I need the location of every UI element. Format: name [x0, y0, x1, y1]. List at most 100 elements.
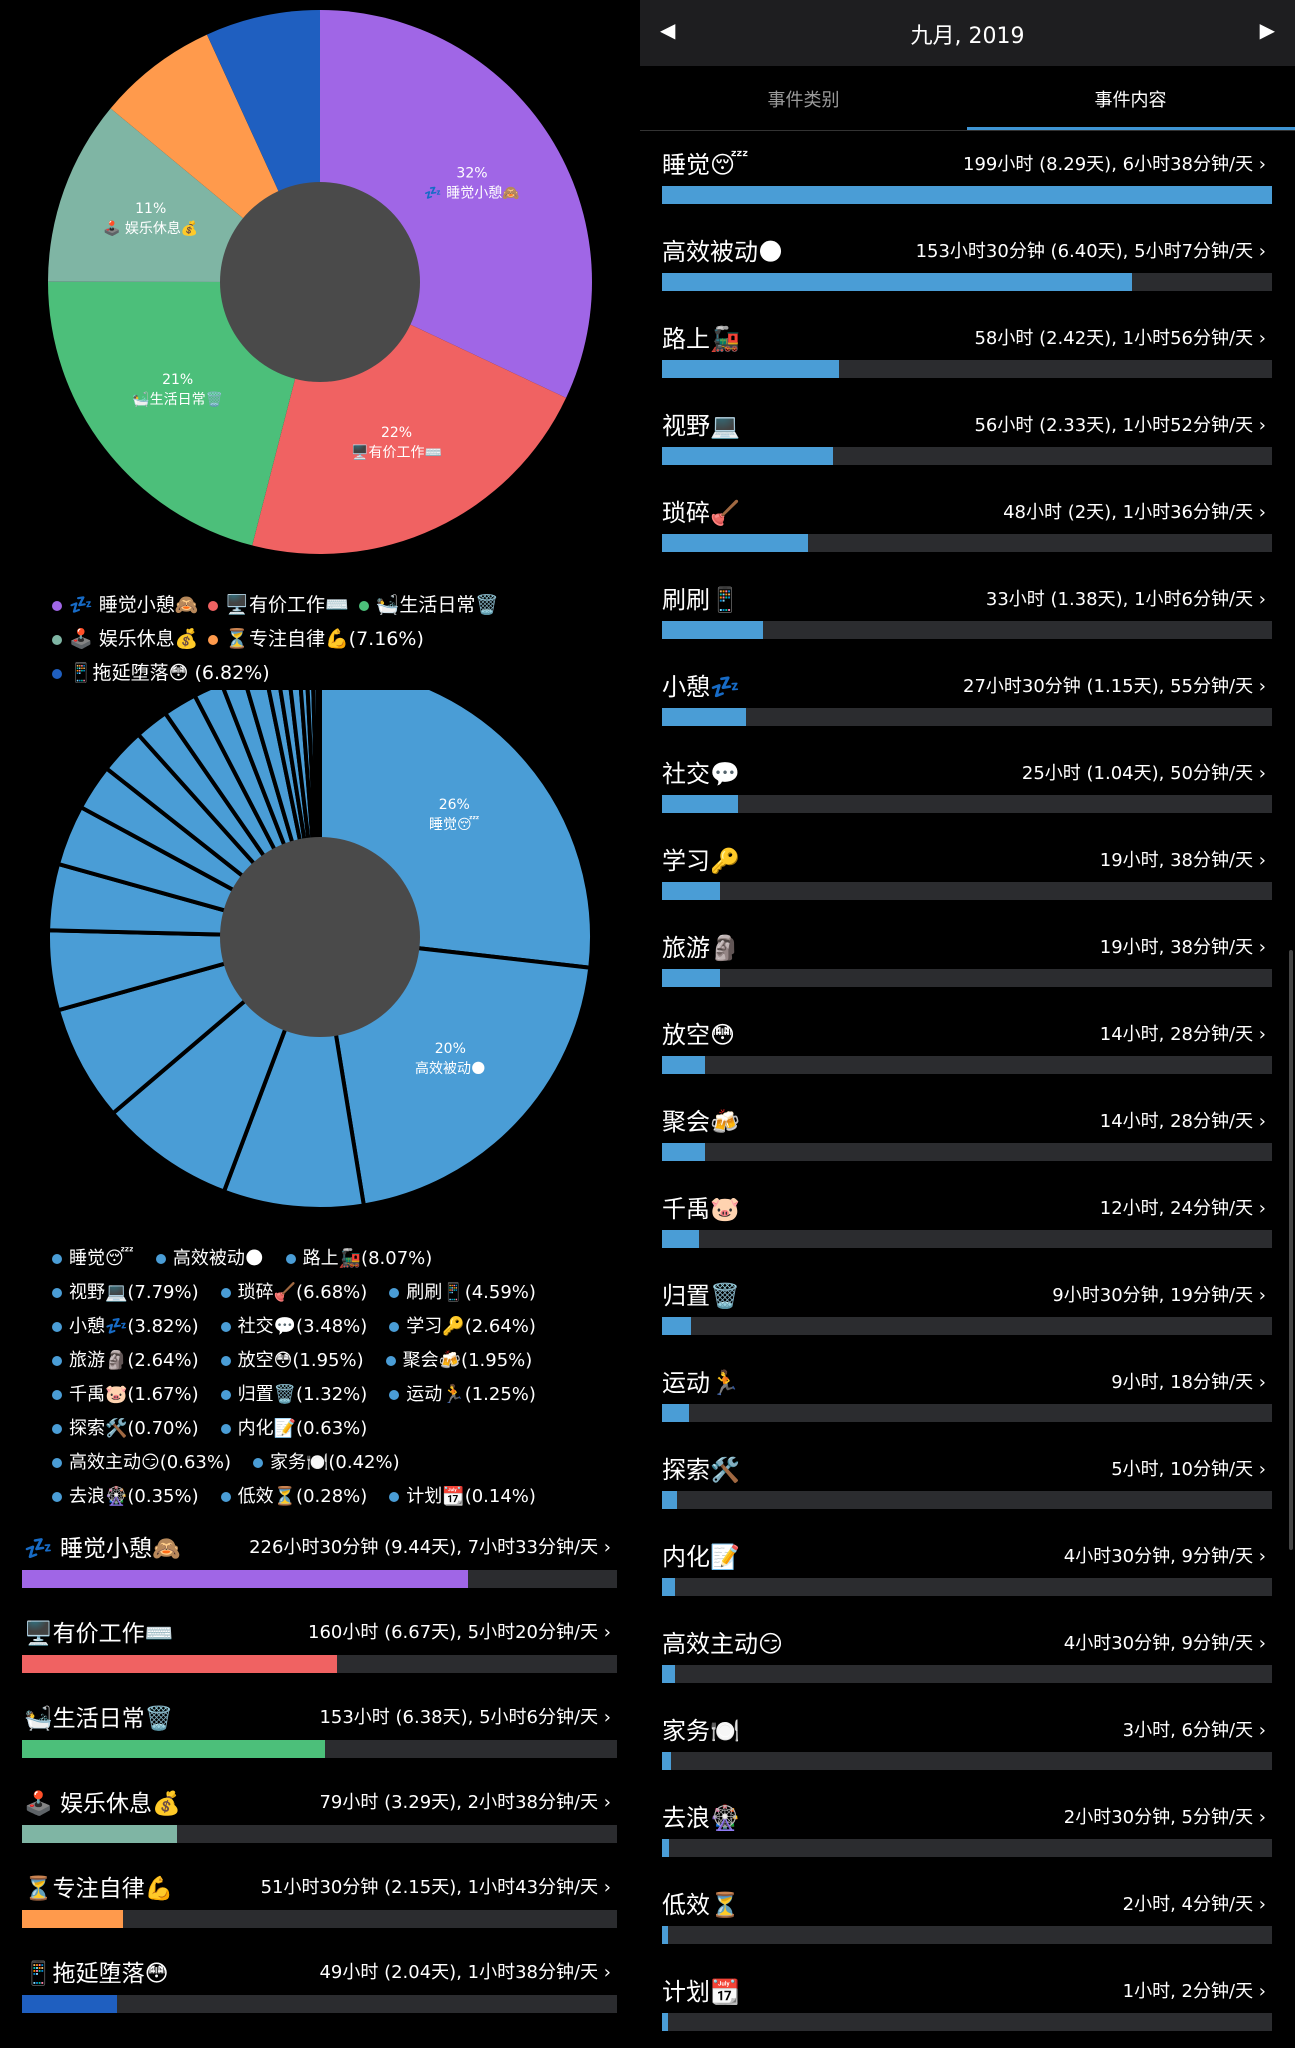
event-duration: 58小时 (2.42天), 1小时56分钟/天 ›	[974, 328, 1266, 349]
legend-item: 琐碎🪠(6.68%)	[220, 1276, 367, 1310]
slice-name-label: 🖥️有价工作⌨️	[351, 444, 442, 461]
progress-track	[662, 795, 1272, 813]
pie-hole	[220, 837, 420, 1037]
progress-track	[662, 621, 1272, 639]
event-duration: 5小时, 10分钟/天 ›	[1111, 1459, 1266, 1480]
event-duration: 14小时, 28分钟/天 ›	[1099, 1111, 1266, 1132]
legend-dot	[52, 1356, 62, 1366]
legend-item: ⏳专注自律💪(7.16%)	[208, 622, 424, 656]
legend-label: 旅游🗿(2.64%)	[69, 1350, 199, 1371]
event-duration: 25小时 (1.04天), 50分钟/天 ›	[1021, 763, 1266, 784]
legend-item: 计划📆(0.14%)	[389, 1480, 536, 1514]
progress-track	[662, 273, 1272, 291]
event-name: 小憩💤	[662, 673, 740, 701]
legend-item: 放空😳(1.95%)	[220, 1344, 364, 1378]
event-row[interactable]: 归置🗑️ 9小时30分钟, 19分钟/天 ›	[662, 1261, 1272, 1348]
legend-label: 💤 睡觉小憩🙈	[69, 594, 199, 616]
event-pie-chart: 26% 睡觉😴 20% 高效被动🌑	[46, 690, 594, 1211]
progress-track	[22, 1570, 617, 1588]
event-row[interactable]: 刷刷📱 33小时 (1.38天), 1小时6分钟/天 ›	[662, 565, 1272, 652]
event-name: 千禹🐷	[662, 1195, 740, 1223]
event-name: 视野💻	[662, 412, 740, 440]
legend-item: 路上🚂(8.07%)	[285, 1242, 433, 1276]
event-row[interactable]: 去浪🎡 2小时30分钟, 5分钟/天 ›	[662, 1783, 1272, 1870]
legend-dot	[253, 1458, 263, 1468]
event-duration: 4小时30分钟, 9分钟/天 ›	[1063, 1633, 1266, 1654]
next-month-button[interactable]: ▶	[1259, 18, 1275, 42]
category-row[interactable]: 💤 睡觉小憩🙈 226小时30分钟 (9.44天), 7小时33分钟/天 ›	[22, 1515, 617, 1600]
slice-name-label: 💤 睡觉小憩🙈	[424, 185, 520, 202]
event-row[interactable]: 学习🔑 19小时, 38分钟/天 ›	[662, 826, 1272, 913]
category-row[interactable]: ⏳专注自律💪 51小时30分钟 (2.15天), 1小时43分钟/天 ›	[22, 1855, 617, 1940]
event-name: 归置🗑️	[662, 1282, 740, 1310]
category-pie-chart: 32% 💤 睡觉小憩🙈 22% 🖥️有价工作⌨️ 21% 🛀生活日常🗑️ 11% 🕹️ 娱乐休…	[48, 10, 592, 554]
progress-fill	[662, 1665, 676, 1683]
event-name: 去浪🎡	[662, 1804, 740, 1832]
prev-month-button[interactable]: ◀	[660, 18, 676, 42]
tab-event-content[interactable]: 事件内容	[1094, 90, 1167, 111]
event-row[interactable]: 运动🏃 9小时, 18分钟/天 ›	[662, 1348, 1272, 1435]
event-row[interactable]: 聚会🍻 14小时, 28分钟/天 ›	[662, 1087, 1272, 1174]
legend-item: 运动🏃(1.25%)	[389, 1378, 536, 1412]
progress-fill	[662, 1578, 676, 1596]
event-row[interactable]: 琐碎🪠 48小时 (2天), 1小时36分钟/天 ›	[662, 478, 1272, 565]
legend-item: 聚会🍻(1.95%)	[385, 1344, 532, 1378]
progress-fill	[662, 708, 747, 726]
progress-track	[662, 1752, 1272, 1770]
event-duration: 153小时30分钟 (6.40天), 5小时7分钟/天 ›	[915, 241, 1266, 262]
event-row[interactable]: 高效被动🌑 153小时30分钟 (6.40天), 5小时7分钟/天 ›	[662, 217, 1272, 304]
category-row[interactable]: 🖥️有价工作⌨️ 160小时 (6.67天), 5小时20分钟/天 ›	[22, 1600, 617, 1685]
legend-dot	[385, 1356, 396, 1366]
event-row[interactable]: 放空😳 14小时, 28分钟/天 ›	[662, 1000, 1272, 1087]
event-row[interactable]: 路上🚂 58小时 (2.42天), 1小时56分钟/天 ›	[662, 304, 1272, 391]
legend-dot	[52, 1288, 62, 1298]
pie-slice[interactable]	[315, 690, 322, 938]
category-name: 📱拖延堕落😳	[24, 1961, 169, 1987]
legend-dot	[389, 1492, 400, 1502]
progress-track	[662, 1578, 1272, 1596]
legend-dot	[52, 1424, 62, 1434]
event-row[interactable]: 高效主动😏 4小时30分钟, 9分钟/天 ›	[662, 1609, 1272, 1696]
legend-item: 千禹🐷(1.67%)	[52, 1378, 199, 1412]
category-row[interactable]: 📱拖延堕落😳 49小时 (2.04天), 1小时38分钟/天 ›	[22, 1940, 617, 2025]
legend-label: 去浪🎡(0.35%)	[69, 1486, 199, 1507]
category-row[interactable]: 🛀生活日常🗑️ 153小时 (6.38天), 5小时6分钟/天 ›	[22, 1685, 617, 1770]
progress-track	[662, 1491, 1272, 1509]
progress-fill	[662, 882, 720, 900]
category-duration: 51小时30分钟 (2.15天), 1小时43分钟/天 ›	[260, 1877, 611, 1898]
legend-item: 高效被动🌑	[155, 1242, 264, 1276]
event-row[interactable]: 社交💬 25小时 (1.04天), 50分钟/天 ›	[662, 739, 1272, 826]
scrollbar[interactable]	[1289, 950, 1293, 1550]
event-legend: 睡觉😴 高效被动🌑 路上🚂(8.07%) 视野💻(7.79%) 琐碎🪠(6.68%) 刷刷…	[52, 1242, 612, 1514]
slice-name-label: 睡觉😴	[429, 816, 479, 833]
event-row[interactable]: 低效⏳ 2小时, 4分钟/天 ›	[662, 1870, 1272, 1957]
event-name: 睡觉😴	[662, 151, 749, 179]
category-row[interactable]: 🕹️ 娱乐休息💰 79小时 (3.29天), 2小时38分钟/天 ›	[22, 1770, 617, 1855]
legend-label: 📱拖延堕落😳 (6.82%)	[69, 662, 270, 684]
legend-label: 社交💬(3.48%)	[237, 1316, 368, 1337]
legend-row: 睡觉😴 高效被动🌑 路上🚂(8.07%)	[52, 1242, 612, 1276]
progress-fill	[662, 969, 720, 987]
tab-event-category[interactable]: 事件类别	[767, 90, 840, 111]
event-row[interactable]: 内化📝 4小时30分钟, 9分钟/天 ›	[662, 1522, 1272, 1609]
event-row[interactable]: 千禹🐷 12小时, 24分钟/天 ›	[662, 1174, 1272, 1261]
event-name: 聚会🍻	[662, 1108, 740, 1136]
event-row[interactable]: 视野💻 56小时 (2.33天), 1小时52分钟/天 ›	[662, 391, 1272, 478]
progress-fill	[22, 1655, 338, 1673]
event-row[interactable]: 计划📆 1小时, 2分钟/天 ›	[662, 1957, 1272, 2044]
event-row[interactable]: 睡觉😴 199小时 (8.29天), 6小时38分钟/天 ›	[662, 130, 1272, 217]
legend-dot	[52, 1390, 62, 1400]
legend-label: 路上🚂(8.07%)	[302, 1248, 433, 1269]
progress-fill	[662, 534, 809, 552]
progress-fill	[662, 795, 739, 813]
progress-fill	[662, 1491, 678, 1509]
event-name: 路上🚂	[662, 325, 740, 353]
event-row[interactable]: 探索🛠️ 5小时, 10分钟/天 ›	[662, 1435, 1272, 1522]
event-row[interactable]: 旅游🗿 19小时, 38分钟/天 ›	[662, 913, 1272, 1000]
legend-label: 高效被动🌑	[172, 1248, 264, 1269]
event-row[interactable]: 家务🍽️ 3小时, 6分钟/天 ›	[662, 1696, 1272, 1783]
legend-dot	[220, 1390, 231, 1400]
legend-dot	[389, 1322, 400, 1332]
progress-track	[662, 882, 1272, 900]
event-row[interactable]: 小憩💤 27小时30分钟 (1.15天), 55分钟/天 ›	[662, 652, 1272, 739]
